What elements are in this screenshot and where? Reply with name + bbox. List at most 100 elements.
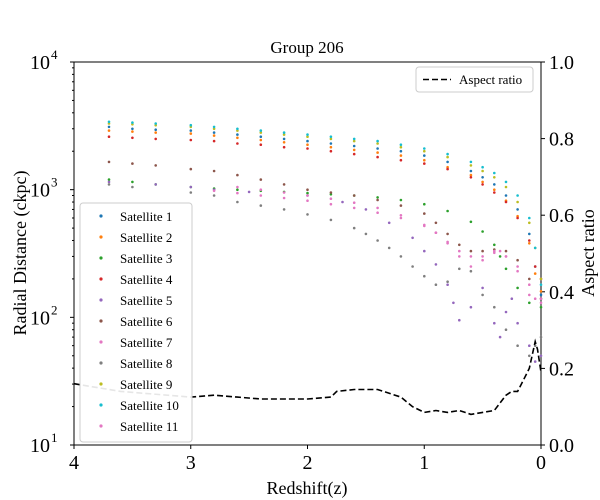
satellite-9-point [528,221,531,225]
legend-label: Satellite 2 [120,230,172,245]
satellite-11-point [236,191,239,195]
satellite-4-point [376,155,379,159]
satellite-7-point [481,258,484,262]
satellite-8-point [259,204,263,207]
satellite-8-point [434,283,438,287]
x-axis-label: Redshift(z) [267,478,348,499]
satellite-10-point [533,246,537,250]
satellite-5-point [107,180,111,184]
satellite-1-point [493,183,496,186]
satellite-8-point [481,293,484,297]
satellite-4-point [154,137,157,141]
legend-label: Satellite 10 [120,398,179,413]
y2-tick-label: 0.6 [549,205,574,227]
satellite-10-point [481,165,484,169]
satellite-3-point [376,196,379,199]
legend-satellites-box [79,202,193,443]
satellite-7-point [399,214,403,217]
satellite-3-point [498,255,502,258]
satellite-4-point [399,158,403,162]
satellite-1-point [539,293,543,297]
satellite-5-point [493,321,496,325]
satellite-2-point [399,154,403,157]
satellite-1-point [329,142,333,145]
satellite-2-point [329,145,333,149]
satellite-7-point [458,255,461,258]
satellite-6-point [236,173,239,177]
satellite-11-point [539,297,543,301]
satellite-3-point [504,267,508,271]
satellite-8-point [282,208,286,211]
satellite-10-point [212,125,216,129]
satellite-7-point [533,297,537,301]
satellite-8-point [212,194,216,197]
satellite-9-point [539,277,543,281]
satellite-8-point [387,246,391,250]
satellite-1-point [189,129,193,132]
satellite-7-point [469,265,473,268]
satellite-3-point [446,209,449,213]
x-tick-label: 1 [419,452,429,474]
satellite-11-point [504,255,508,258]
satellite-10-point [329,135,333,138]
satellite-6-point [107,160,111,164]
satellite-3-point [493,243,496,247]
satellite-6-point [504,249,508,253]
satellite-4-point [516,216,519,220]
satellite-4-point [528,239,531,242]
satellite-5-point [387,221,391,225]
satellite-6-point [259,178,263,181]
legend-marker [99,403,103,407]
satellite-7-point [282,191,286,194]
satellite-4-point [469,176,473,179]
satellite-7-point [376,206,379,210]
satellite-11-point [458,249,461,253]
satellite-4-point [504,200,508,204]
satellite-2-point [446,165,449,169]
satellite-6-point [423,212,426,215]
satellite-6-point [212,169,216,173]
satellite-3-point [539,305,543,309]
satellite-9-point [399,145,403,149]
satellite-9-point [282,133,286,136]
satellite-5-point [411,236,414,240]
legend-aspect-ratio-label: Aspect ratio [459,72,522,87]
legend-marker [99,214,103,218]
satellite-6-point [329,191,333,194]
satellite-6-point [376,198,379,202]
satellite-9-point [329,137,333,141]
satellite-4-point [212,139,216,143]
y-tick-label: 10 [30,307,50,329]
satellite-6-point [154,164,157,167]
satellite-2-point [107,129,111,132]
legend-marker [99,424,103,428]
satellite-4-point [306,147,309,150]
y-tick-label: 10 [30,180,50,202]
satellite-1-point [446,160,449,164]
satellite-8-point [306,213,309,216]
satellite-7-point [306,194,309,197]
x-tick-label: 3 [186,452,196,474]
satellite-5-point [341,200,344,204]
legend-label: Satellite 11 [120,419,178,434]
satellite-1-point [282,137,286,141]
satellite-1-point [504,194,508,197]
legend-aspect-ratio-box [415,66,534,93]
satellite-10-point [107,120,111,124]
satellite-9-point [469,164,473,167]
satellite-3-point [469,220,473,224]
satellite-5-point [423,249,426,253]
legend-marker [99,256,103,260]
y-tick-exponent: 2 [51,302,58,317]
satellite-5-point [247,190,251,194]
satellite-5-point [516,321,519,325]
satellite-11-point [528,283,531,287]
satellite-5-point [498,335,502,339]
satellite-4-point [493,191,496,194]
satellite-9-point [423,149,426,153]
satellite-7-point [352,201,356,204]
satellite-2-point [493,188,496,191]
satellite-2-point [516,214,519,218]
legend-marker [99,361,103,365]
